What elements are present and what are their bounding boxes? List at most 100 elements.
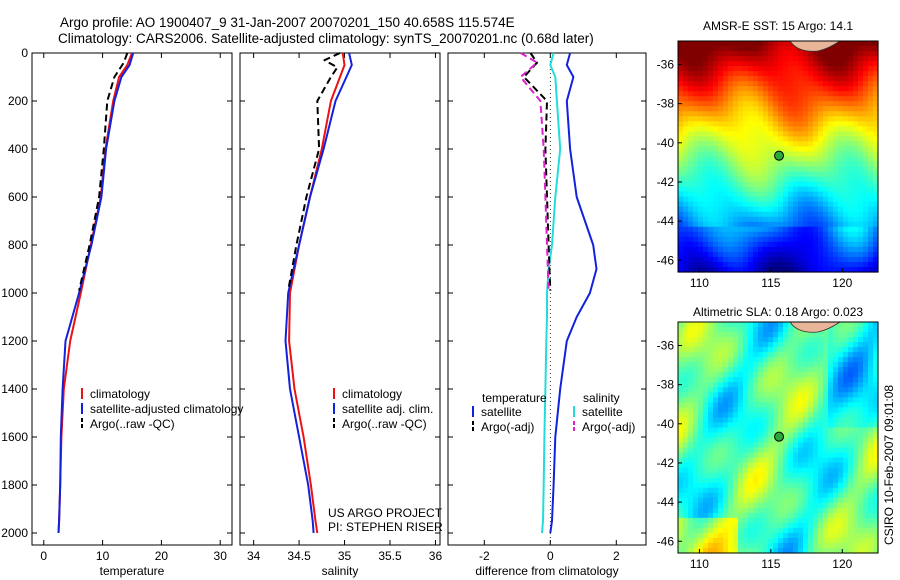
map-cell — [823, 131, 829, 138]
map-cell — [838, 437, 844, 444]
map-cell — [748, 537, 754, 544]
map-cell — [843, 236, 849, 243]
map-cell — [818, 502, 824, 509]
map-cell — [698, 66, 704, 72]
map-cell — [778, 66, 784, 72]
map-cell — [758, 266, 764, 273]
map-cell — [748, 186, 754, 193]
map-cell — [828, 256, 834, 263]
map-cell — [728, 61, 734, 67]
map-cell — [733, 136, 739, 143]
map-cell — [718, 246, 724, 253]
map-cell — [873, 437, 879, 444]
map-cell — [823, 437, 829, 444]
map-cell — [698, 472, 704, 479]
map-cell — [758, 261, 764, 268]
map-cell — [793, 407, 799, 413]
map-cell — [808, 392, 814, 398]
map-cell — [698, 196, 704, 203]
map-cell — [688, 482, 694, 489]
map-cell — [728, 81, 734, 87]
map-cell — [718, 527, 724, 534]
map-cell — [698, 382, 704, 388]
map-cell — [858, 91, 864, 97]
map-cell — [783, 131, 789, 138]
map-cell — [698, 166, 704, 173]
map-cell — [683, 452, 689, 459]
map-cell — [803, 121, 809, 127]
map-cell — [768, 507, 774, 514]
map-cell — [738, 56, 744, 62]
map-cell — [768, 246, 774, 253]
map-cell — [858, 342, 864, 348]
map-cell — [823, 241, 829, 248]
map-cell — [683, 121, 689, 127]
map-cell — [698, 161, 704, 168]
map-cell — [833, 261, 839, 268]
map-cell — [843, 337, 849, 343]
map-cell — [718, 56, 724, 62]
map-cell — [743, 116, 749, 122]
map-cell — [818, 412, 824, 419]
map-cell — [698, 357, 704, 363]
map-cell — [783, 427, 789, 434]
map-cell — [788, 497, 794, 504]
map-cell — [743, 387, 749, 393]
map-cell — [808, 81, 814, 87]
map-cell — [693, 402, 699, 408]
map-cell — [778, 201, 784, 208]
map-cell — [858, 392, 864, 398]
map-cell — [703, 81, 709, 87]
map-cell — [813, 337, 819, 343]
map-cell — [678, 146, 684, 153]
map-cell — [873, 372, 879, 378]
map-cell — [868, 241, 874, 248]
map-cell — [868, 131, 874, 138]
map-cell — [783, 347, 789, 353]
difference-series-salinity-argo-adj- — [519, 52, 550, 291]
map-cell — [678, 211, 684, 218]
map-cell — [868, 86, 874, 92]
map-cell — [688, 542, 694, 549]
map-cell — [833, 427, 839, 434]
map-cell — [678, 357, 684, 363]
map-cell — [728, 547, 734, 554]
map-cell — [848, 256, 854, 263]
map-cell — [858, 482, 864, 489]
map-cell — [773, 231, 779, 238]
map-cell — [858, 196, 864, 203]
map-cell — [758, 427, 764, 434]
map-cell — [823, 261, 829, 268]
map-cell — [833, 467, 839, 474]
map-cell — [683, 502, 689, 509]
map-cell — [813, 266, 819, 273]
map-cell — [723, 457, 729, 464]
map-cell — [838, 171, 844, 178]
map-cell — [778, 116, 784, 122]
map-cell — [708, 352, 714, 358]
map-cell — [868, 352, 874, 358]
map-cell — [683, 337, 689, 343]
map-cell — [703, 462, 709, 469]
map-cell — [748, 512, 754, 519]
map-cell — [863, 482, 869, 489]
map-cell — [858, 266, 864, 273]
map-cell — [858, 126, 864, 132]
map-cell — [843, 327, 849, 333]
map-cell — [683, 427, 689, 434]
map-cell — [833, 522, 839, 529]
map-cell — [678, 176, 684, 183]
map-cell — [848, 61, 854, 67]
map-cell — [858, 467, 864, 474]
map-cell — [808, 156, 814, 163]
map-cell — [823, 427, 829, 434]
map-cell — [848, 407, 854, 413]
map-cell — [688, 61, 694, 67]
map-cell — [698, 236, 704, 243]
map-cell — [813, 66, 819, 72]
map-cell — [683, 467, 689, 474]
map-cell — [703, 482, 709, 489]
map-cell — [683, 156, 689, 163]
map-cell — [853, 241, 859, 248]
map-cell — [763, 417, 769, 424]
